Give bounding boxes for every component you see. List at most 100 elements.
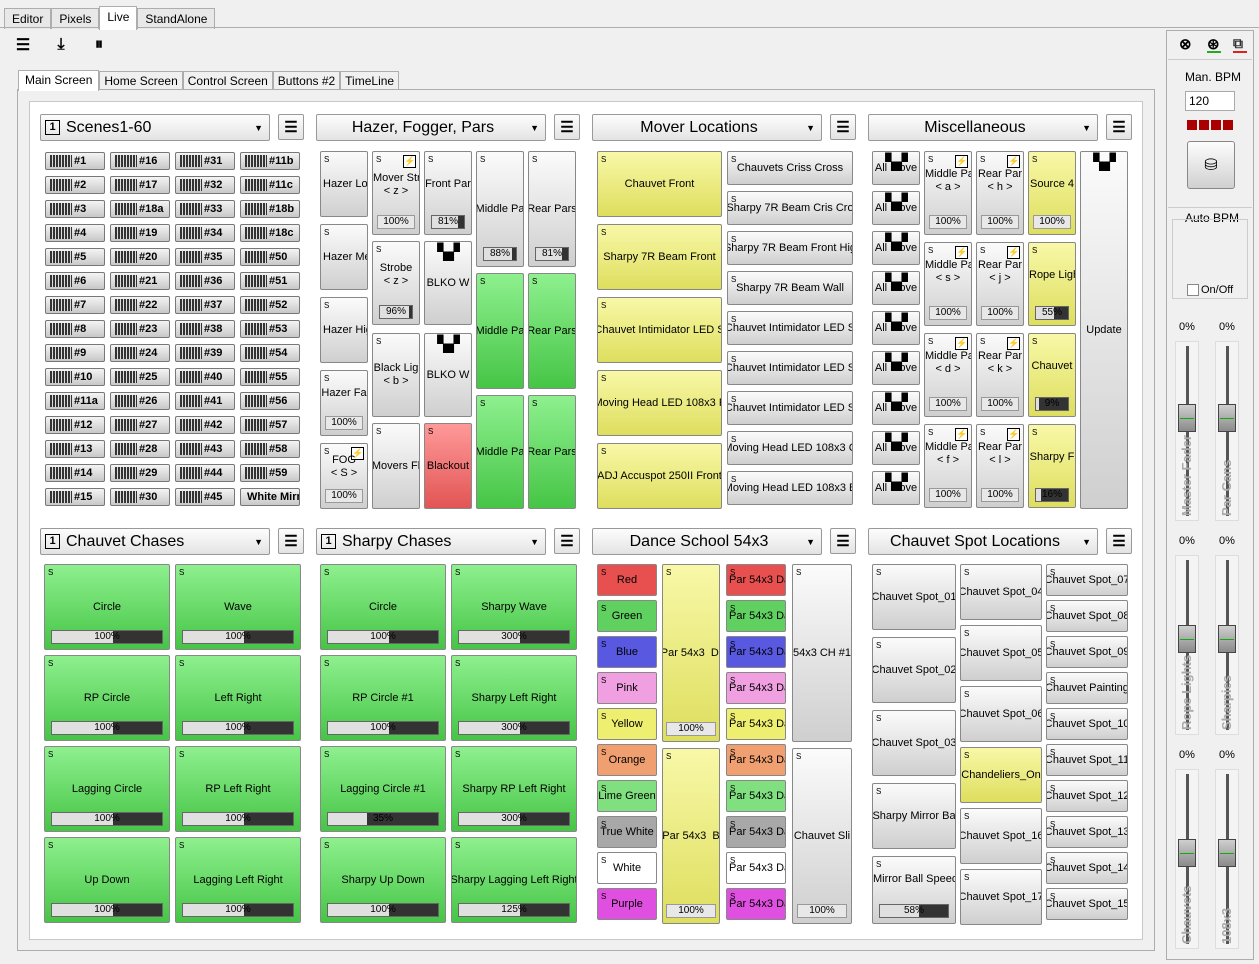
par-54x3-di-button[interactable]: S Par 54x3 Di 100% — [662, 564, 720, 742]
chauvet_chases-chase-button[interactable]: S RP Circle 100% — [44, 655, 170, 741]
scene-button[interactable]: #41 — [175, 392, 235, 410]
sharpy_chases-chase-button[interactable]: S Sharpy Lagging Left Right 125% — [451, 837, 577, 923]
scene-button[interactable]: #11b — [240, 152, 300, 170]
scene-button[interactable]: #58 — [240, 440, 300, 458]
sharpy_chases-chase-button[interactable]: S Sharpy Up Down 100% — [320, 837, 446, 923]
scene-button[interactable]: #20 — [110, 248, 170, 266]
hazer-high-button[interactable]: S Hazer Hig — [320, 297, 368, 363]
fader-knob[interactable] — [1218, 625, 1236, 653]
scene-button[interactable]: #4 — [45, 224, 105, 242]
panel-header-sharpy_chases[interactable]: 1 Sharpy Chases ▼ — [316, 528, 546, 555]
scene-button[interactable]: #56 — [240, 392, 300, 410]
chauvet-sli-button[interactable]: S Chauvet Sli 100% — [792, 748, 852, 924]
chauvet-spot-button[interactable]: S Chauvet Spot_17 — [960, 869, 1042, 925]
color-button-orange[interactable]: S Orange — [597, 744, 657, 776]
middle-par-button[interactable]: S ⚡Middle Pa < a > 100% — [924, 151, 972, 235]
chauvet-spot-button[interactable]: S Chauvet Spot_06 — [960, 686, 1042, 742]
movers-fl-button[interactable]: S Movers Fl — [372, 423, 420, 509]
mover-location-button[interactable]: S Chauvets Criss Cross — [727, 151, 853, 185]
close-icon[interactable]: ⊗ — [1179, 36, 1192, 53]
chauvet_chases-chase-button[interactable]: S Left Right 100% — [175, 655, 301, 741]
scene-button[interactable]: #7 — [45, 296, 105, 314]
mover-location-button[interactable]: S Chauvet Intimidator LED S — [597, 297, 722, 363]
all-move-button[interactable]: All Move ▚▞ — [872, 271, 920, 305]
chauvet-spot-button[interactable]: S Chauvet Spot_11 — [1046, 744, 1128, 776]
scene-button[interactable]: #22 — [110, 296, 170, 314]
top-tab-live[interactable]: Live — [99, 6, 138, 30]
scene-button[interactable]: #51 — [240, 272, 300, 290]
par-54x3-da-button[interactable]: S Par 54x3 Da — [726, 564, 786, 596]
scene-button[interactable]: #5 — [45, 248, 105, 266]
scene-button[interactable]: White Mirr — [240, 488, 300, 506]
scene-button[interactable]: #6 — [45, 272, 105, 290]
scene-button[interactable]: #13 — [45, 440, 105, 458]
chauvet_chases-chase-button[interactable]: S Lagging Circle 100% — [44, 746, 170, 832]
scene-button[interactable]: #55 — [240, 368, 300, 386]
middle-par-button[interactable]: S ⚡Middle Pa < s > 100% — [924, 242, 972, 326]
mover-location-button[interactable]: S Sharpy 7R Beam Front — [597, 224, 722, 290]
par-54x3-da-button[interactable]: S Par 54x3 Da — [726, 744, 786, 776]
par-54x3-da-button[interactable]: S Par 54x3 Da — [726, 852, 786, 884]
middle-par-button[interactable]: S ⚡Middle Pa < f > 100% — [924, 424, 972, 508]
all-move-button[interactable]: All Move ▚▞ — [872, 311, 920, 345]
top-tab-editor[interactable]: Editor — [4, 8, 52, 29]
chauvet-spot-button[interactable]: S Chauvet Spot_03 — [872, 710, 956, 776]
all-move-button[interactable]: All Move ▚▞ — [872, 431, 920, 465]
scene-button[interactable]: #36 — [175, 272, 235, 290]
color-button-red[interactable]: S Red — [597, 564, 657, 596]
scene-button[interactable]: #26 — [110, 392, 170, 410]
par-54x3-da-button[interactable]: S Par 54x3 Da — [726, 672, 786, 704]
all-move-button[interactable]: All Move ▚▞ — [872, 231, 920, 265]
fader-rope-lights[interactable]: Rope Lights — [1175, 555, 1199, 735]
rear-par-button[interactable]: S ⚡ Rear Par < h > 100% — [976, 151, 1024, 235]
mover-location-button[interactable]: S Sharpy 7R Beam Wall — [727, 271, 853, 305]
scene-button[interactable]: #31 — [175, 152, 235, 170]
black-light-button[interactable]: S Black Lig < b > — [372, 333, 420, 417]
sharpy_chases-chase-button[interactable]: S Sharpy Wave 300% — [451, 564, 577, 650]
window-icon[interactable]: ⧉ — [1233, 35, 1243, 51]
scene-button[interactable]: #33 — [175, 200, 235, 218]
chauvet-spot-button[interactable]: S Chauvet Spot_05 — [960, 625, 1042, 681]
panel-header-scenes[interactable]: 1 Scenes1-60 ▼ — [40, 114, 270, 141]
scene-button[interactable]: #16 — [110, 152, 170, 170]
fader-chauvets[interactable]: Chauvets — [1175, 769, 1199, 949]
rear-par-button-3[interactable]: S Rear Pars — [528, 395, 576, 509]
mover-location-button[interactable]: S Moving Head LED 108x3 B — [727, 471, 853, 505]
mirror-ball-speed-button[interactable]: S Mirror Ball Speed 58% — [872, 856, 956, 924]
panel-header-misc[interactable]: Miscellaneous ▼ — [868, 114, 1098, 141]
blackout-button[interactable]: S Blackout — [424, 423, 472, 509]
fader-knob[interactable] — [1178, 839, 1196, 867]
chauvet-spot-button[interactable]: S Chauvet Spot_09 — [1046, 636, 1128, 668]
all-move-button[interactable]: All Move ▚▞ — [872, 471, 920, 505]
sharpy_chases-chase-button[interactable]: S Sharpy Left Right 300% — [451, 655, 577, 741]
scene-button[interactable]: #25 — [110, 368, 170, 386]
scene-button[interactable]: #27 — [110, 416, 170, 434]
inner-tab-buttons-2[interactable]: Buttons #2 — [272, 71, 341, 90]
fog-button[interactable]: S ⚡ FOG < S > 100% — [320, 443, 368, 509]
scene-button[interactable]: #14 — [45, 464, 105, 482]
fader-master-fader[interactable]: Master Fader — [1175, 341, 1199, 521]
mover-location-button[interactable]: S Sharpy 7R Beam Front Hig — [727, 231, 853, 265]
dmx-icon[interactable]: ⊛ — [1207, 36, 1220, 53]
misc-yellow-button[interactable]: S Sharpy F 16% — [1028, 424, 1076, 508]
middle-par-button-2[interactable]: S Middle Pa — [476, 273, 524, 389]
color-button-green[interactable]: S Green — [597, 600, 657, 632]
chauvet-spot-button[interactable]: S Chauvet Spot_01 — [872, 564, 956, 630]
menu-icon[interactable]: ☰ — [15, 37, 31, 54]
mover-strobe-button[interactable]: S ⚡ Mover Str < z > 100% — [372, 151, 420, 235]
pause-icon[interactable]: ⏸ — [94, 36, 103, 53]
chauvet-spot-button[interactable]: S Chauvet Spot_14 — [1046, 852, 1128, 884]
sharpy_chases-chase-button[interactable]: S Circle 100% — [320, 564, 446, 650]
color-button-true-white[interactable]: S True White — [597, 816, 657, 848]
inner-tab-control-screen[interactable]: Control Screen — [182, 71, 273, 90]
chauvet-spot-button[interactable]: S Chauvet Spot_10 — [1046, 708, 1128, 740]
par-54x3-da-button[interactable]: S Par 54x3 Da — [726, 708, 786, 740]
scene-button[interactable]: #2 — [45, 176, 105, 194]
scene-button[interactable]: #28 — [110, 440, 170, 458]
chauvet-spot-button[interactable]: S Chauvet Spot_02 — [872, 637, 956, 703]
blko-w-button-1[interactable]: ▚▞ BLKO W — [424, 241, 472, 325]
update-button[interactable]: ▚▞ Update — [1080, 151, 1128, 509]
tap-bpm-button[interactable]: ⛁ — [1187, 141, 1235, 189]
par-54x3-b-button[interactable]: S Par 54x3 B 100% — [662, 748, 720, 924]
misc-yellow-button[interactable]: S Source 4 100% — [1028, 151, 1076, 235]
